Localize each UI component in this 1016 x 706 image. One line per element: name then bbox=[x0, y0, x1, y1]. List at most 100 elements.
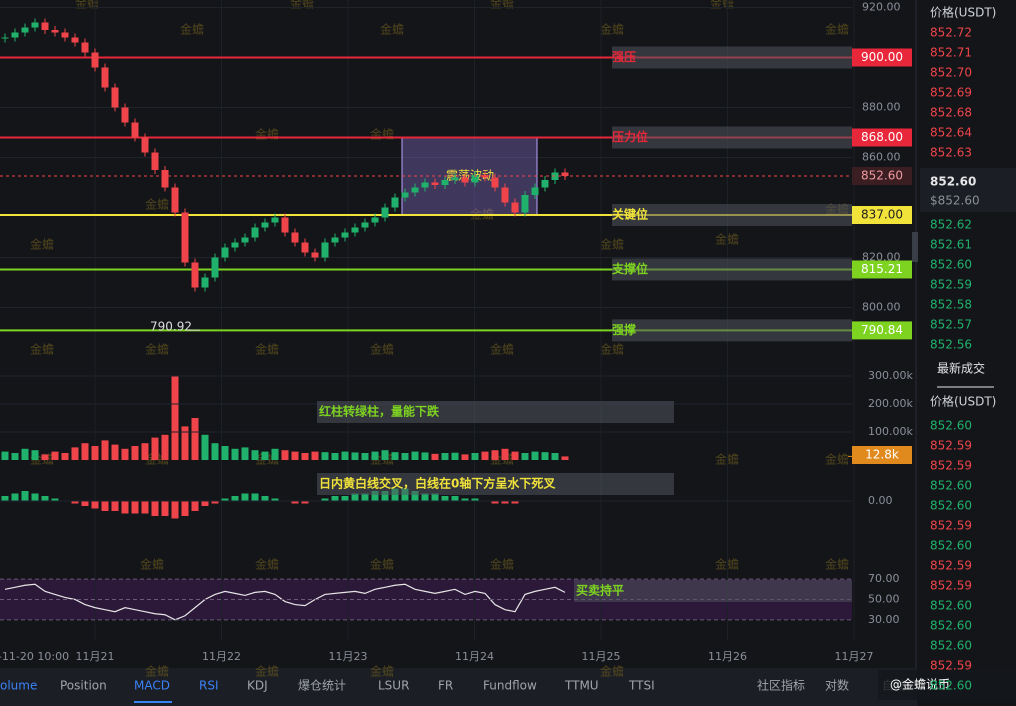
tab[interactable]: Position bbox=[60, 679, 107, 693]
y-tick-label: 820.00 bbox=[862, 251, 901, 264]
tab[interactable]: KDJ bbox=[247, 679, 268, 693]
candle bbox=[151, 152, 159, 170]
tab[interactable]: TTMU bbox=[564, 679, 599, 693]
volume-bar bbox=[231, 448, 239, 460]
volume-bar bbox=[521, 453, 529, 460]
x-tick-label: 11月27 bbox=[835, 650, 874, 663]
macd-bar bbox=[211, 501, 219, 504]
trade-price: 852.59 bbox=[930, 519, 972, 533]
volume-bar bbox=[331, 453, 339, 460]
watermark: 金蟾 bbox=[370, 127, 394, 142]
trade-price: 852.59 bbox=[930, 579, 972, 593]
watermark: 金蟾 bbox=[255, 342, 279, 357]
price-tag: 815.21 bbox=[861, 262, 903, 276]
tab[interactable]: RSI bbox=[199, 679, 219, 693]
trade-price: 852.59 bbox=[930, 459, 972, 473]
macd-bar bbox=[121, 501, 129, 514]
volume-bar bbox=[371, 451, 379, 460]
macd-bar bbox=[291, 501, 299, 504]
candle bbox=[541, 180, 549, 188]
macd-bar bbox=[81, 501, 89, 506]
candle bbox=[91, 52, 99, 68]
tab[interactable]: olume bbox=[0, 679, 37, 693]
note-bg bbox=[574, 580, 852, 602]
note-bg bbox=[317, 401, 674, 423]
y-tick-label: 100.00k bbox=[868, 425, 913, 438]
tool[interactable]: 社区指标 bbox=[757, 678, 805, 693]
volume-bar bbox=[131, 446, 139, 460]
tab[interactable]: Fundflow bbox=[483, 679, 537, 693]
trade-price: 852.60 bbox=[930, 539, 972, 553]
candle bbox=[231, 242, 239, 248]
candle bbox=[161, 170, 169, 188]
volume-bar bbox=[511, 451, 519, 460]
bid-price: 852.58 bbox=[930, 298, 972, 312]
volume-bar bbox=[101, 440, 109, 460]
volume-bar bbox=[461, 454, 469, 460]
y-tick-label: 880.00 bbox=[862, 101, 901, 114]
volume-bar bbox=[161, 434, 169, 460]
macd-bar bbox=[471, 498, 479, 501]
watermark: 金蟾 bbox=[600, 237, 624, 252]
volume-bar bbox=[41, 454, 49, 460]
volume-bar bbox=[21, 448, 29, 460]
macd-bar bbox=[221, 498, 229, 501]
volume-bar bbox=[311, 451, 319, 460]
watermark: 金蟾 bbox=[490, 557, 514, 572]
candle bbox=[211, 257, 219, 278]
macd-bar bbox=[41, 496, 49, 501]
volume-bar bbox=[171, 376, 179, 460]
macd-bar bbox=[51, 498, 59, 501]
candle bbox=[251, 227, 259, 238]
tab[interactable]: FR bbox=[438, 679, 453, 693]
macd-bar bbox=[431, 493, 439, 501]
macd-bar bbox=[381, 491, 389, 501]
trade-price: 852.59 bbox=[930, 659, 972, 673]
tab[interactable]: TTSI bbox=[628, 679, 655, 693]
level-label: 强撑 bbox=[612, 322, 636, 337]
trade-price: 852.60 bbox=[930, 619, 972, 633]
candle bbox=[191, 262, 199, 288]
candle bbox=[481, 175, 489, 178]
candle bbox=[181, 212, 189, 263]
watermark: 金蟾 bbox=[600, 664, 624, 679]
ask-price: 852.70 bbox=[930, 66, 972, 80]
level-label: 强压 bbox=[612, 50, 636, 64]
tab[interactable]: LSUR bbox=[378, 679, 409, 693]
volume-bar bbox=[531, 451, 539, 460]
trade-price: 852.60 bbox=[930, 599, 972, 613]
watermark: 金蟾 bbox=[825, 452, 849, 467]
y-tick-label: 300.00k bbox=[868, 369, 913, 382]
volume-bar bbox=[351, 452, 359, 460]
volume-tag: 12.8k bbox=[865, 448, 899, 462]
tool[interactable]: 对数 bbox=[825, 678, 849, 693]
level-label: 支撑位 bbox=[611, 261, 648, 276]
candle bbox=[291, 232, 299, 243]
candle bbox=[501, 187, 509, 203]
volume-bar bbox=[51, 451, 59, 460]
macd-bar bbox=[371, 491, 379, 501]
bid-price: 852.59 bbox=[930, 278, 972, 292]
level-label-bg bbox=[612, 46, 852, 69]
watermark: 金蟾 bbox=[600, 342, 624, 357]
trade-price: 852.59 bbox=[930, 439, 972, 453]
trade-price: 852.60 bbox=[930, 499, 972, 513]
macd-bar bbox=[251, 493, 259, 501]
collapse-handle[interactable] bbox=[912, 232, 918, 262]
macd-bar bbox=[261, 496, 269, 501]
macd-bar bbox=[171, 501, 179, 519]
y-tick-label: 860.00 bbox=[862, 151, 901, 164]
candle bbox=[491, 177, 499, 188]
bid-price: 852.60 bbox=[930, 258, 972, 272]
macd-bar bbox=[191, 501, 199, 511]
y-tick-label: 200.00k bbox=[868, 397, 913, 410]
tab[interactable]: MACD bbox=[134, 679, 170, 693]
y-tick-label: 800.00 bbox=[862, 301, 901, 314]
trade-price: 852.60 bbox=[930, 679, 972, 693]
candle bbox=[441, 180, 449, 185]
price-tag-bg bbox=[852, 206, 912, 224]
tab[interactable]: 爆仓统计 bbox=[298, 679, 346, 693]
volume-bar bbox=[471, 453, 479, 460]
